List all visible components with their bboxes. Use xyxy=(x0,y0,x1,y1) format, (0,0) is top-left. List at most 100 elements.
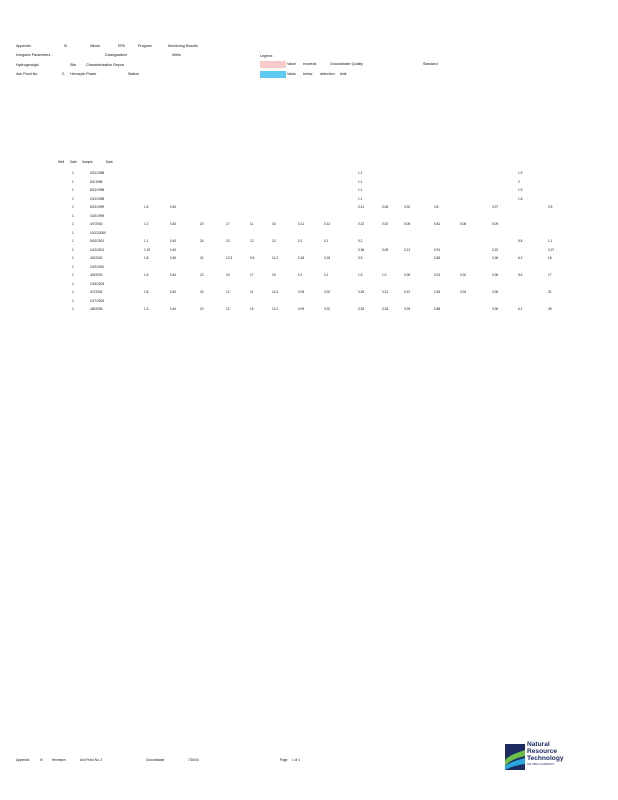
legend-swatch-exceeds xyxy=(260,61,286,68)
table-cell: 20 xyxy=(200,222,204,226)
table-cell: 0.06 xyxy=(460,222,467,226)
header-text: Characterization Report xyxy=(86,63,124,67)
table-cell: 2 xyxy=(518,179,520,184)
column-header: Well xyxy=(58,160,65,164)
header-text: Downgradient xyxy=(105,53,128,57)
table-cell: 28 xyxy=(548,307,552,311)
table-row: 1 5/22/1999 1.5 0.40 0.21 0.06 0.02 0.8 0.07 0.5 xyxy=(0,204,618,211)
logo-line: Resource xyxy=(527,748,558,755)
table-cell: 10/12/2000 xyxy=(90,230,106,235)
table-cell: 4/7/2004 xyxy=(90,290,103,294)
table-cell: 0.22 xyxy=(492,247,499,252)
footer-text: III xyxy=(40,758,43,762)
table-cell: 6.2 xyxy=(518,256,523,260)
table-cell: 1 xyxy=(72,171,74,175)
header-text: 2, xyxy=(62,72,65,76)
table-cell: 0.21 xyxy=(382,290,389,294)
table-row: 1 10/2/1999 xyxy=(0,213,618,220)
table-row: 1 4/2/2002 1.8 0.60 24 12.3 9.8 11.2 0.18 0.03 0.5… xyxy=(0,255,618,262)
table-cell: 1.5 xyxy=(144,205,149,209)
table-cell: 12 xyxy=(250,239,254,243)
table-cell: 0.21 xyxy=(404,247,411,252)
table-cell: 10/2/2002 xyxy=(90,264,105,269)
table-cell: 0.06 xyxy=(382,205,389,209)
table-cell: 0.40 xyxy=(170,222,177,226)
table-cell: 0.1 xyxy=(324,239,329,243)
logo-line: Natural xyxy=(527,741,550,748)
table-cell: 0.1 xyxy=(324,273,329,277)
table-row: 1 8/31/1998 1.1 1.9 xyxy=(0,187,618,194)
table-cell: 4/2/2002 xyxy=(90,256,103,260)
table-row: 1 10/2/2002 xyxy=(0,264,618,271)
table-cell: 0.06 xyxy=(492,307,499,311)
table-cell: 20 xyxy=(200,307,204,311)
table-cell: 1.0 xyxy=(382,273,387,277)
table-cell: 0.2 xyxy=(298,239,303,243)
table-cell: 0.06 xyxy=(492,273,499,277)
table-cell: 12 xyxy=(226,307,230,311)
table-cell: 1.6 xyxy=(144,273,149,277)
logo-mark-icon xyxy=(505,744,525,770)
table-row: 1 6/1/1998 1.1 2 xyxy=(0,179,618,186)
table-cell: 0.02 xyxy=(460,273,467,277)
table-cell: 1.1 xyxy=(548,239,553,243)
table-cell: 0.02 xyxy=(324,290,331,294)
table-cell: 18 xyxy=(548,256,552,260)
table-cell: 1 xyxy=(72,222,74,226)
table-cell: 14.3 xyxy=(272,290,279,294)
table-cell: 13.1 xyxy=(272,307,279,311)
table-cell: 1 xyxy=(72,256,74,260)
table-cell: 5/22/1999 xyxy=(90,205,105,209)
table-cell: 0.25 xyxy=(358,307,365,311)
table-cell: 17 xyxy=(250,273,254,277)
legend-text: Standard xyxy=(423,62,438,66)
table-row: 1 10/1/2001 1.19 0.40 0.36 0.05 0.21 0.91 0.22 0.… xyxy=(0,247,618,254)
table-cell: 0.02 xyxy=(382,222,389,226)
header-text: Wells xyxy=(172,53,181,57)
table-cell: 0.05 xyxy=(404,273,411,277)
table-cell: 0.83 xyxy=(434,256,441,260)
table-row: 1 4/8/2005 1.3 0.40 20 12 15 13.1 0.09 0.02 0.25 0.… xyxy=(0,306,618,313)
legend-text: exceeds xyxy=(303,62,317,66)
table-cell: 0.02 xyxy=(324,307,331,311)
table-cell: 15 xyxy=(250,307,254,311)
table-cell: 1 xyxy=(72,307,74,311)
table-cell: 10/2/1999 xyxy=(90,213,105,218)
table-cell: 0.33 xyxy=(382,307,389,311)
column-header: Date xyxy=(70,160,77,164)
table-cell: 0.22 xyxy=(358,222,365,226)
header-text: Station xyxy=(128,72,140,76)
table-row: 1 4/7/2004 1.8 0.40 24 12 11 14.3 0.09 0.02 0.26 0.… xyxy=(0,289,618,296)
table-cell: 11 xyxy=(250,290,254,294)
table-cell: 0.18 xyxy=(298,256,305,260)
header-text: Site xyxy=(70,63,77,67)
table-cell: 1.1 xyxy=(358,196,363,201)
results-table: 1 3/31/1998 1.1 1.9 1 6/1/1998 1.1 2 1 8/31/1998 1… xyxy=(0,170,618,522)
column-header: Date xyxy=(106,160,113,164)
table-cell: 1 xyxy=(72,281,74,286)
header-text: EPA xyxy=(118,44,125,48)
legend-swatch-below-detection xyxy=(260,71,286,78)
table-cell: 12.3 xyxy=(226,256,233,260)
table-cell: 0.12 xyxy=(324,222,331,226)
table-cell: 19 xyxy=(272,273,276,277)
table-cell: 1 xyxy=(72,264,74,269)
table-row: 1 3/31/1998 1.1 1.9 xyxy=(0,170,618,177)
table-cell: 9.8 xyxy=(250,256,255,260)
table-row: 1 10/1/1998 1.1 1.8 xyxy=(0,196,618,203)
table-cell: 0.40 xyxy=(170,247,177,252)
header-text: Inorganic Parameters - xyxy=(16,53,53,57)
table-cell: 1 xyxy=(72,230,74,235)
table-cell: 0.5 xyxy=(548,205,553,209)
table-cell: 0.03 xyxy=(324,256,331,260)
column-header: Sample xyxy=(82,160,93,164)
table-cell: 10/7/2004 xyxy=(90,298,105,303)
table-cell: 19 xyxy=(226,273,230,277)
table-cell: 4/9/2003 xyxy=(90,273,103,277)
table-cell: 1 xyxy=(72,213,74,218)
footer-text: Groundwater xyxy=(146,758,165,762)
table-cell: 0.40 xyxy=(170,239,177,243)
legend-text: detection xyxy=(320,72,335,76)
table-cell: 11 xyxy=(250,222,254,226)
table-cell: 0.36 xyxy=(358,247,365,252)
